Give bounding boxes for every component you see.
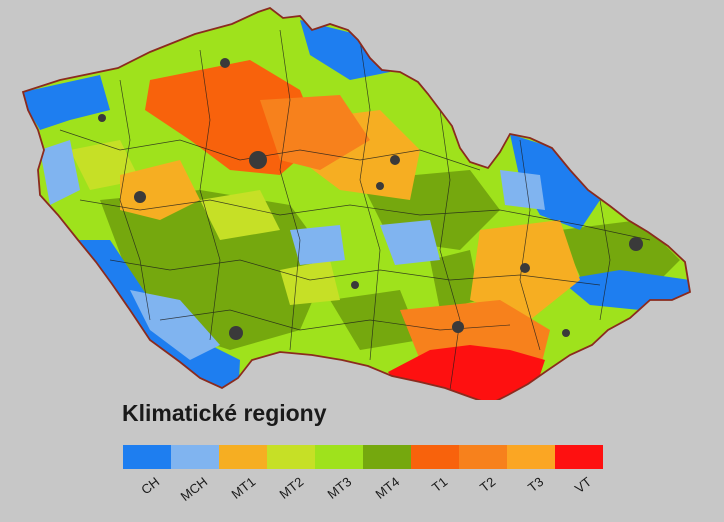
legend-label-vt: VT <box>571 474 595 497</box>
legend-swatch-t1 <box>411 445 459 469</box>
legend-swatch-mt4 <box>363 445 411 469</box>
legend-swatch-t2 <box>459 445 507 469</box>
legend-color-bar <box>123 445 603 469</box>
climate-region-map <box>21 6 692 400</box>
legend-label-mch: MCH <box>177 474 211 505</box>
legend-label-mt4: MT4 <box>372 474 403 502</box>
legend-title: Klimatické regiony <box>122 400 327 426</box>
legend-label-mt3: MT3 <box>324 474 355 502</box>
legend-label-mt2: MT2 <box>276 474 307 502</box>
legend-label-t2: T2 <box>477 474 499 496</box>
legend-label-mt1: MT1 <box>228 474 259 502</box>
legend-swatch-mch <box>171 445 219 469</box>
legend-labels: CH MCH MT1 MT2 MT3 MT4 T1 T2 T3 VT <box>123 474 603 522</box>
legend-swatch-t3 <box>507 445 555 469</box>
legend-swatch-ch <box>123 445 171 469</box>
legend-label-t3: T3 <box>525 474 547 496</box>
legend-swatch-mt1 <box>219 445 267 469</box>
legend-label-ch: CH <box>138 474 163 498</box>
legend-swatch-mt3 <box>315 445 363 469</box>
legend-label-t1: T1 <box>429 474 451 496</box>
legend-swatch-vt <box>555 445 603 469</box>
legend-swatch-mt2 <box>267 445 315 469</box>
